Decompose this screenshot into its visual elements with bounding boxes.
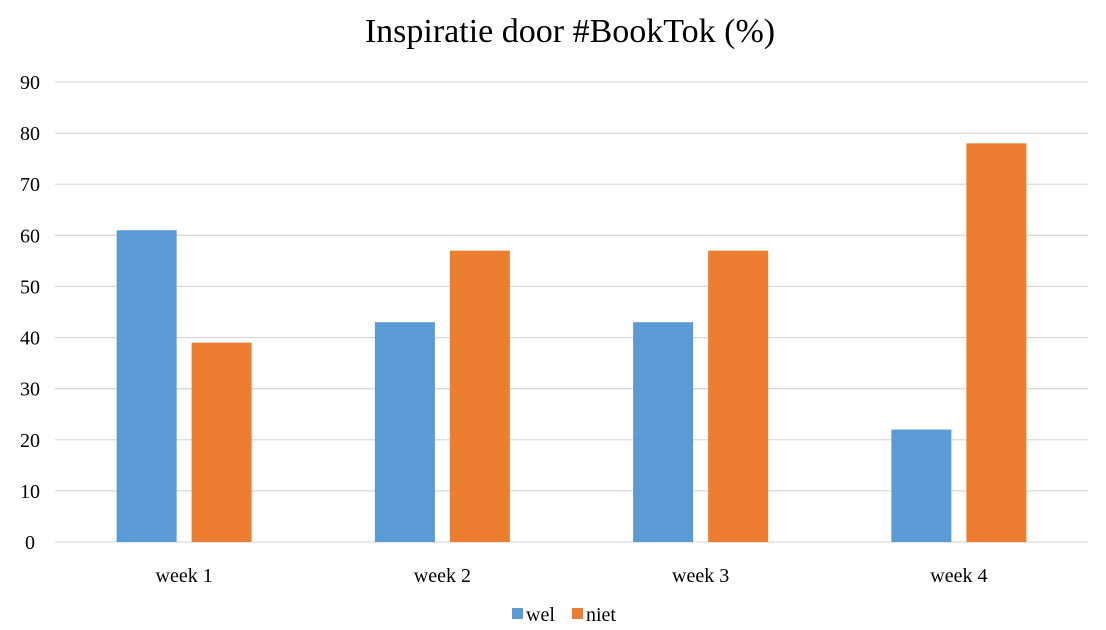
y-tick-label: 30 — [20, 379, 40, 401]
chart-title: Inspiratie door #BookTok (%) — [365, 13, 775, 50]
bar-niet-week-1 — [191, 342, 252, 542]
bar-niet-week-3 — [708, 250, 769, 542]
legend: wel niet — [512, 604, 616, 626]
bar-wel-week-1 — [116, 230, 177, 542]
x-tick-label: week 4 — [930, 565, 987, 587]
y-tick-label: 60 — [20, 225, 40, 247]
y-tick-label: 0 — [25, 532, 35, 554]
y-tick-label: 80 — [20, 123, 40, 145]
x-axis-tick-labels: week 1 week 2 week 3 week 4 — [156, 565, 988, 587]
bar-wel-week-2 — [374, 322, 435, 542]
x-tick-label: week 2 — [414, 565, 471, 587]
bars — [116, 143, 1027, 543]
legend-label-wel: wel — [526, 604, 555, 626]
legend-swatch-wel — [512, 608, 523, 619]
bar-wel-week-4 — [891, 429, 952, 542]
x-tick-label: week 3 — [672, 565, 729, 587]
y-axis-tick-labels: 0 10 20 30 40 50 60 70 80 90 — [20, 72, 40, 554]
y-tick-label: 50 — [20, 276, 40, 298]
legend-swatch-niet — [572, 608, 583, 619]
bar-niet-week-2 — [449, 250, 510, 542]
legend-label-niet: niet — [586, 604, 616, 626]
y-tick-label: 20 — [20, 430, 40, 452]
y-tick-label: 40 — [20, 328, 40, 350]
bar-wel-week-3 — [633, 322, 694, 542]
y-tick-label: 70 — [20, 174, 40, 196]
x-tick-label: week 1 — [156, 565, 213, 587]
y-tick-label: 10 — [20, 481, 40, 503]
bar-niet-week-4 — [966, 143, 1027, 543]
y-tick-label: 90 — [20, 72, 40, 94]
